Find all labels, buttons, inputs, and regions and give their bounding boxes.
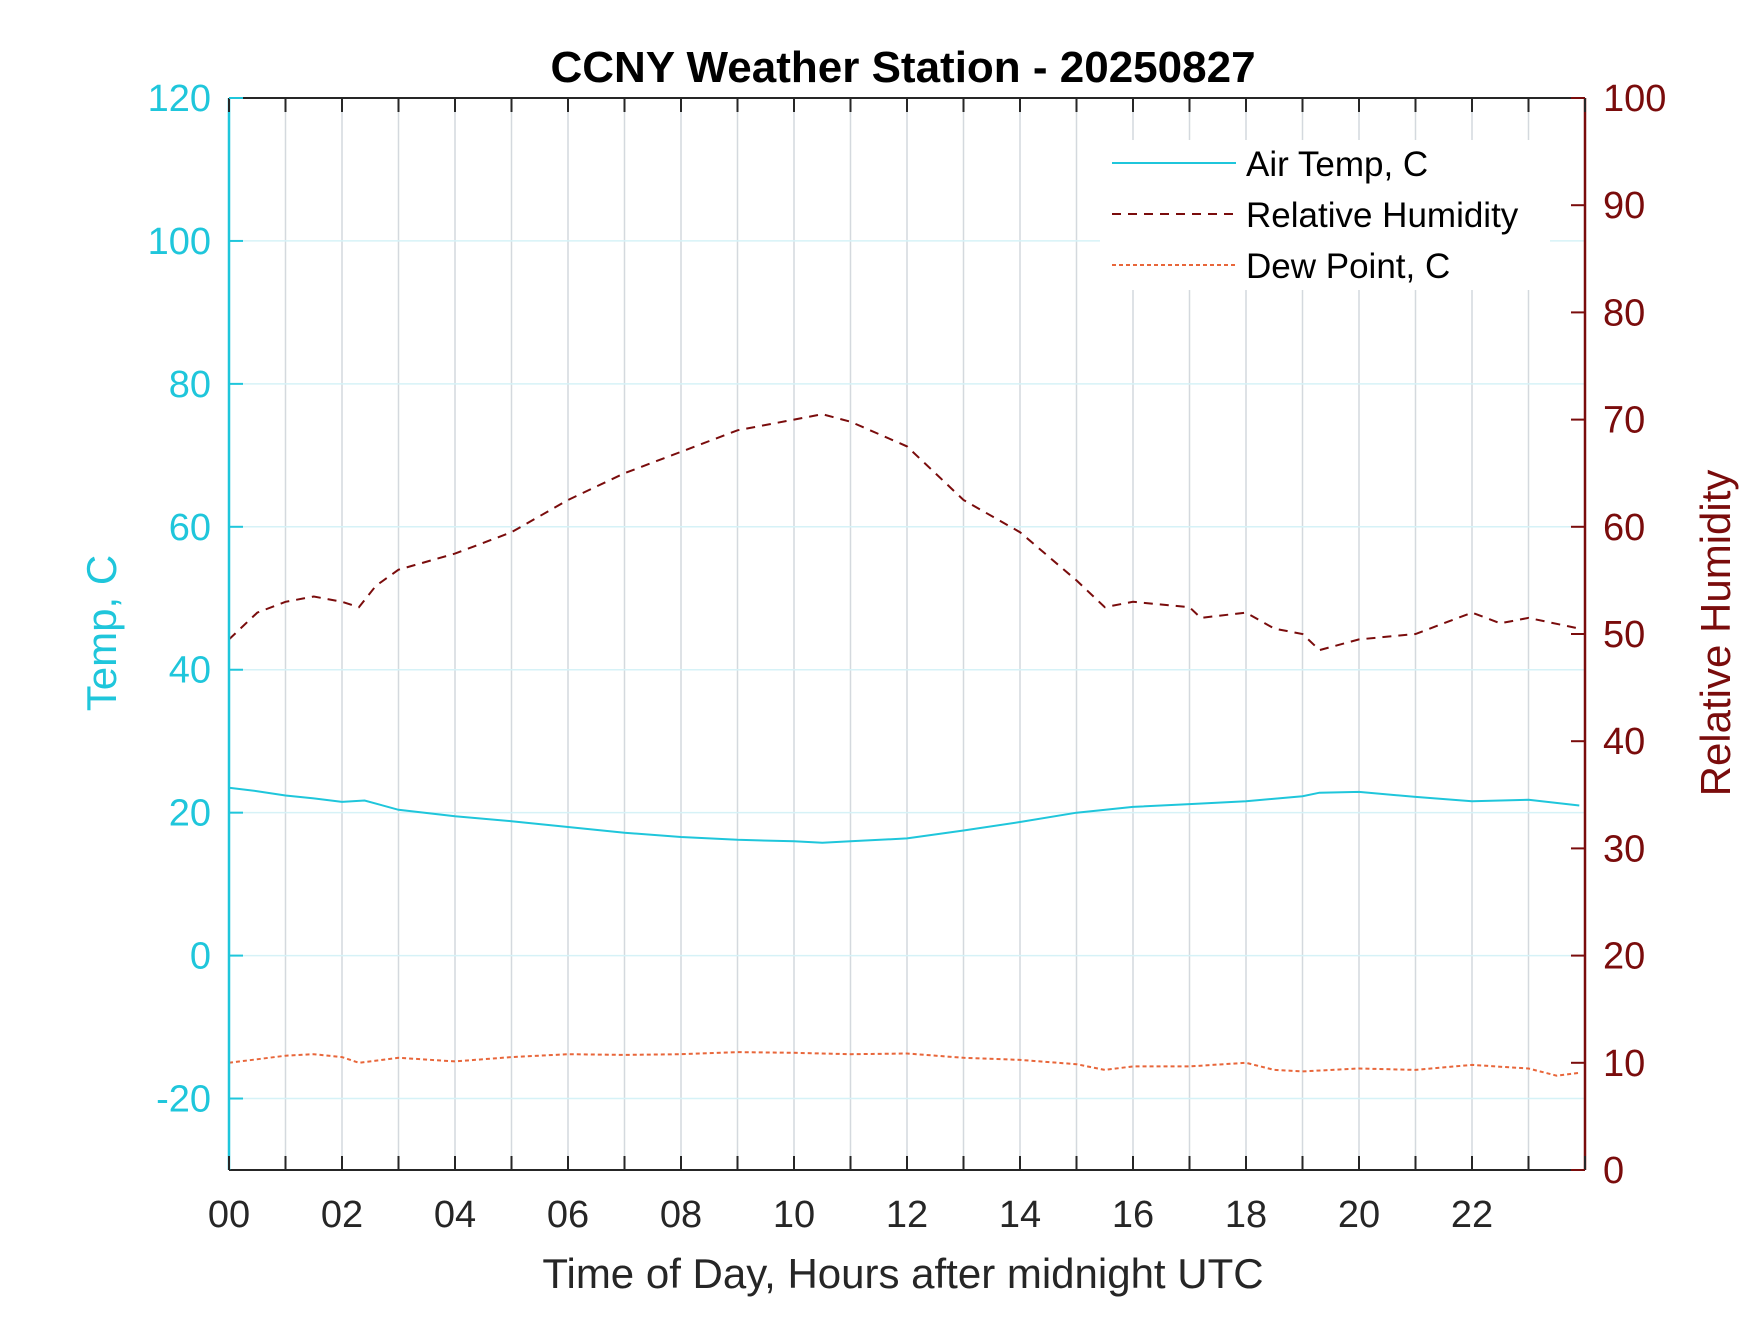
x-tick-label: 22	[1451, 1194, 1493, 1236]
x-tick-label: 12	[886, 1194, 928, 1236]
y-left-tick-label: 0	[190, 936, 211, 978]
air-temp-line	[228, 786, 1580, 844]
y-right-tick-label: 10	[1603, 1043, 1645, 1085]
y-axis-left-label: Temp, C	[78, 555, 125, 711]
y-right-tick-label: 100	[1603, 78, 1666, 120]
axes	[227, 97, 1587, 1171]
legend: Air Temp, C Relative Humidity Dew Point,…	[1100, 140, 1550, 290]
x-tick-label: 04	[434, 1194, 476, 1236]
y-left-tick-label: 80	[169, 364, 211, 406]
x-tick-label: 18	[1225, 1194, 1267, 1236]
y-left-tick-label: 100	[148, 221, 211, 263]
grid	[229, 97, 1585, 1170]
y-right-tick-label: 0	[1603, 1150, 1624, 1192]
y-right-tick-label: 30	[1603, 828, 1645, 870]
legend-label-dew-point: Dew Point, C	[1246, 247, 1450, 286]
legend-label-air-temp: Air Temp, C	[1246, 145, 1428, 184]
y-left-tick-label: 120	[148, 78, 211, 120]
y-right-tick-label: 50	[1603, 614, 1645, 656]
y-right-tick-label: 80	[1603, 292, 1645, 334]
x-tick-label: 08	[660, 1194, 702, 1236]
x-axis-label: Time of Day, Hours after midnight UTC	[542, 1250, 1263, 1297]
tick-labels: 00 02 04 06 08 10 12 14 16 18 20 22120100806040200-…	[148, 78, 1667, 1236]
y-left-tick-label: 60	[169, 507, 211, 549]
y-right-tick-label: 70	[1603, 400, 1645, 442]
chart-title: CCNY Weather Station - 20250827	[550, 43, 1255, 92]
y-right-tick-label: 40	[1603, 721, 1645, 763]
y-left-tick-label: -20	[156, 1079, 211, 1121]
legend-label-relative-humidity: Relative Humidity	[1246, 196, 1519, 235]
relative-humidity-line	[228, 413, 1580, 652]
x-tick-label: 14	[999, 1194, 1041, 1236]
y-left-tick-label: 40	[169, 650, 211, 692]
x-tick-label: 16	[1112, 1194, 1154, 1236]
y-right-tick-label: 90	[1603, 185, 1645, 227]
x-tick-label: 20	[1338, 1194, 1380, 1236]
dew-point-line	[228, 1051, 1580, 1077]
y-left-tick-label: 20	[169, 793, 211, 835]
y-right-tick-label: 20	[1603, 936, 1645, 978]
series-lines	[228, 413, 1580, 1077]
x-tick-label: 02	[321, 1194, 363, 1236]
x-tick-label: 06	[547, 1194, 589, 1236]
y-axis-right-label: Relative Humidity	[1692, 470, 1739, 797]
x-tick-label: 00	[208, 1194, 250, 1236]
x-tick-label: 10	[773, 1194, 815, 1236]
y-right-tick-label: 60	[1603, 507, 1645, 549]
